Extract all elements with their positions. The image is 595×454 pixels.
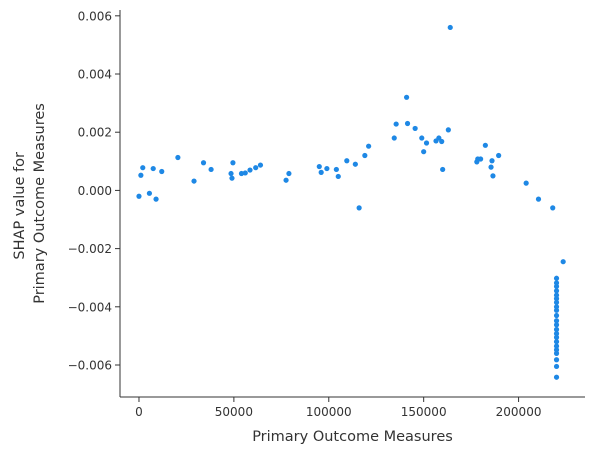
data-point xyxy=(550,205,556,211)
data-point xyxy=(318,169,324,175)
y-tick-label: 0.000 xyxy=(78,184,112,198)
data-point xyxy=(175,154,181,161)
data-point xyxy=(200,160,207,166)
data-point xyxy=(242,170,248,176)
data-point xyxy=(553,357,560,363)
data-point xyxy=(412,125,418,132)
data-point xyxy=(391,135,397,141)
y-tick-label: 0.006 xyxy=(78,9,112,23)
data-point xyxy=(553,330,560,337)
y-tick-label: −0.006 xyxy=(68,358,112,372)
data-point xyxy=(445,127,451,133)
data-point xyxy=(230,160,236,166)
data-point xyxy=(316,163,322,170)
x-tick-label: 50000 xyxy=(215,405,253,419)
data-point xyxy=(553,326,560,333)
data-point xyxy=(421,149,427,155)
y-tick-label: −0.002 xyxy=(68,242,112,256)
scatter-points xyxy=(136,24,566,380)
x-tick-label: 0 xyxy=(135,405,143,419)
data-point xyxy=(140,165,146,171)
data-point xyxy=(228,170,234,177)
y-tick-label: 0.002 xyxy=(78,126,112,140)
data-point xyxy=(553,334,560,340)
x-axis-label: Primary Outcome Measures xyxy=(252,429,453,445)
data-point xyxy=(333,166,339,173)
data-point xyxy=(393,121,399,127)
data-point xyxy=(553,374,560,380)
y-axis-label: SHAP value for Primary Outcome Measures xyxy=(12,103,48,304)
x-tick-label: 100000 xyxy=(306,405,352,419)
data-point xyxy=(423,140,430,146)
data-point xyxy=(344,158,350,164)
data-point xyxy=(159,168,165,175)
data-point xyxy=(553,299,560,306)
data-point xyxy=(553,312,560,319)
data-point xyxy=(286,170,292,177)
data-point xyxy=(490,173,496,179)
x-tick-label: 150000 xyxy=(401,405,447,419)
data-point xyxy=(535,196,542,202)
data-point xyxy=(496,152,502,159)
data-point xyxy=(403,94,410,100)
data-point xyxy=(404,120,411,127)
data-point xyxy=(439,138,445,145)
data-point xyxy=(419,135,425,141)
data-point xyxy=(136,193,142,199)
data-point xyxy=(482,142,488,148)
data-point xyxy=(150,165,156,172)
data-point xyxy=(138,172,144,178)
data-point xyxy=(153,196,159,202)
data-point xyxy=(523,180,529,186)
data-point xyxy=(356,205,362,211)
data-point xyxy=(247,167,253,173)
data-point xyxy=(553,307,560,313)
data-point xyxy=(553,322,560,328)
data-point xyxy=(253,165,259,171)
data-point xyxy=(352,161,358,167)
data-point xyxy=(560,259,566,265)
data-point xyxy=(191,178,197,184)
data-point xyxy=(553,363,560,370)
data-point xyxy=(324,165,330,172)
y-tick-label: −0.004 xyxy=(68,300,112,314)
data-point xyxy=(553,283,560,290)
data-point xyxy=(362,152,368,159)
data-point xyxy=(440,166,446,173)
y-axis-label-line-2: Primary Outcome Measures xyxy=(32,103,48,304)
data-point xyxy=(553,350,560,356)
data-point xyxy=(553,339,560,345)
y-tick-label: 0.004 xyxy=(78,68,112,82)
data-point xyxy=(478,156,484,162)
data-point xyxy=(553,288,560,294)
x-axis-ticks: 0 50000 100000 150000 200000 xyxy=(135,397,541,419)
data-point xyxy=(208,166,214,173)
x-tick-label: 200000 xyxy=(496,405,542,419)
data-point xyxy=(553,296,560,302)
y-axis-label-line-1: SHAP value for xyxy=(12,152,28,260)
data-point xyxy=(146,190,153,196)
data-point xyxy=(436,135,442,141)
data-point xyxy=(229,175,235,181)
data-point xyxy=(366,143,372,149)
data-point xyxy=(553,318,560,324)
data-point xyxy=(257,162,264,168)
data-point xyxy=(335,173,341,180)
data-point xyxy=(553,343,560,349)
y-axis-ticks: 0.006 0.004 0.002 0.000 −0.002 −0.004 −0.006 xyxy=(68,9,120,372)
data-point xyxy=(553,275,560,281)
data-point xyxy=(283,177,289,183)
data-point xyxy=(488,164,494,170)
data-point xyxy=(447,24,453,31)
data-point xyxy=(489,158,495,164)
